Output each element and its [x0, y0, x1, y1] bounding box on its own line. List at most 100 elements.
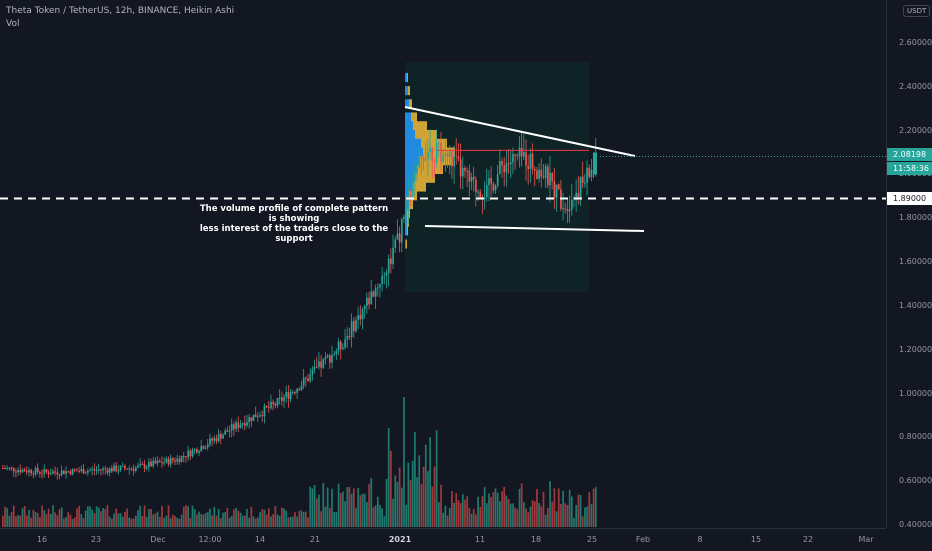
volume-bar	[459, 503, 462, 527]
volume-bar	[102, 508, 104, 527]
candle-body	[555, 184, 558, 198]
volume-bar	[313, 484, 316, 527]
volume-bar	[481, 496, 484, 527]
candle-body	[335, 351, 338, 354]
candle-body	[575, 192, 578, 198]
volume-bar	[176, 517, 179, 527]
price-tick-label: 1.40000	[899, 300, 932, 310]
time-scale[interactable]: 16 23 Dec 12:00 14 21 2021 11 18 25 Feb 8 15 22 Mar	[0, 528, 886, 551]
candle-body	[564, 208, 567, 210]
volume-bar	[291, 516, 294, 527]
volume-bar	[555, 511, 558, 527]
candle-body	[84, 472, 87, 474]
volume-bar	[414, 432, 416, 527]
candle-body	[204, 447, 207, 449]
volume-bar	[36, 512, 39, 527]
price-tick-label: 0.80000	[899, 432, 932, 442]
volume-bar	[485, 503, 488, 527]
volume-bar	[106, 505, 109, 527]
candle-body	[464, 167, 466, 171]
candle-body	[167, 458, 170, 465]
volume-indicator-label[interactable]: Vol	[6, 19, 20, 29]
candle-body	[65, 471, 67, 474]
volume-bar	[490, 496, 493, 527]
volume-bar	[590, 503, 593, 527]
volume-bar	[276, 514, 279, 527]
volume-bar	[305, 511, 307, 527]
candle-body	[586, 167, 588, 183]
candle-body	[52, 471, 54, 474]
volume-bar	[191, 505, 194, 527]
volume-bar	[418, 455, 421, 527]
candle-body	[324, 356, 327, 360]
volume-bar	[479, 506, 482, 527]
volume-bar	[104, 508, 107, 527]
candle-body	[272, 402, 275, 404]
currency-badge[interactable]: USDT	[903, 5, 931, 17]
volume-bar	[372, 507, 375, 527]
volume-bar	[553, 488, 556, 527]
volume-bar	[296, 516, 298, 527]
candle-body	[461, 167, 464, 177]
volume-bar	[540, 506, 543, 527]
volume-bar	[196, 514, 198, 527]
candle-body	[182, 455, 185, 457]
candle-body	[424, 159, 427, 161]
volume-bar	[285, 510, 288, 527]
volume-bar	[169, 518, 172, 527]
volume-bar	[570, 496, 573, 527]
candle-body	[470, 176, 473, 182]
volume-bar	[318, 494, 320, 527]
candle-body	[523, 152, 525, 157]
symbol-title[interactable]: Theta Token / TetherUS, 12h, BINANCE, He…	[6, 6, 235, 16]
candle-body	[209, 438, 211, 445]
volume-bar	[342, 491, 344, 527]
candle-body	[333, 353, 336, 355]
volume-bar	[560, 503, 562, 527]
volume-bar	[193, 509, 196, 527]
volume-bar	[557, 488, 560, 527]
volume-bar	[594, 487, 597, 527]
volume-bar	[320, 511, 322, 527]
candle-body	[111, 468, 113, 472]
volume-bar	[337, 483, 340, 527]
candle-body	[174, 460, 176, 462]
price-tick-label: 0.60000	[899, 476, 932, 486]
volume-bar	[54, 512, 57, 527]
volume-bar	[300, 510, 303, 527]
candle-body	[254, 414, 257, 418]
volume-bar	[6, 508, 9, 527]
candle-body	[189, 450, 192, 457]
profile-bar-down	[409, 99, 412, 109]
price-scale[interactable]: USDT 2.600002.400002.200002.000001.80000…	[886, 0, 932, 529]
volume-bar	[324, 506, 327, 527]
candle-body	[287, 392, 290, 399]
price-chart[interactable]	[0, 0, 886, 528]
candle-body	[398, 233, 401, 243]
profile-bar-up	[405, 138, 421, 148]
time-tick-label: 11	[474, 535, 486, 544]
candle-body	[148, 461, 150, 468]
volume-bar	[252, 516, 255, 527]
candle-body	[422, 157, 425, 161]
candle-body	[128, 468, 131, 470]
volume-bar	[592, 488, 595, 527]
candle-body	[158, 460, 161, 462]
volume-bar	[472, 508, 475, 527]
volume-bar	[250, 506, 253, 527]
candle-body	[30, 469, 33, 474]
annotation-line-2: less interest of the traders close to th…	[199, 224, 389, 244]
time-tick-label: 14	[254, 535, 266, 544]
volume-bar	[403, 397, 405, 527]
volume-bar	[581, 516, 584, 527]
candle-body	[383, 275, 386, 277]
candle-body	[67, 471, 70, 473]
volume-bar	[405, 504, 407, 527]
candle-body	[28, 469, 30, 473]
volume-bar	[246, 508, 248, 527]
candle-body	[104, 468, 107, 470]
chart-area[interactable]: Theta Token / TetherUS, 12h, BINANCE, He…	[0, 0, 886, 528]
volume-bar	[130, 518, 133, 527]
profile-bar-up	[405, 239, 406, 249]
candle-body	[542, 176, 545, 178]
